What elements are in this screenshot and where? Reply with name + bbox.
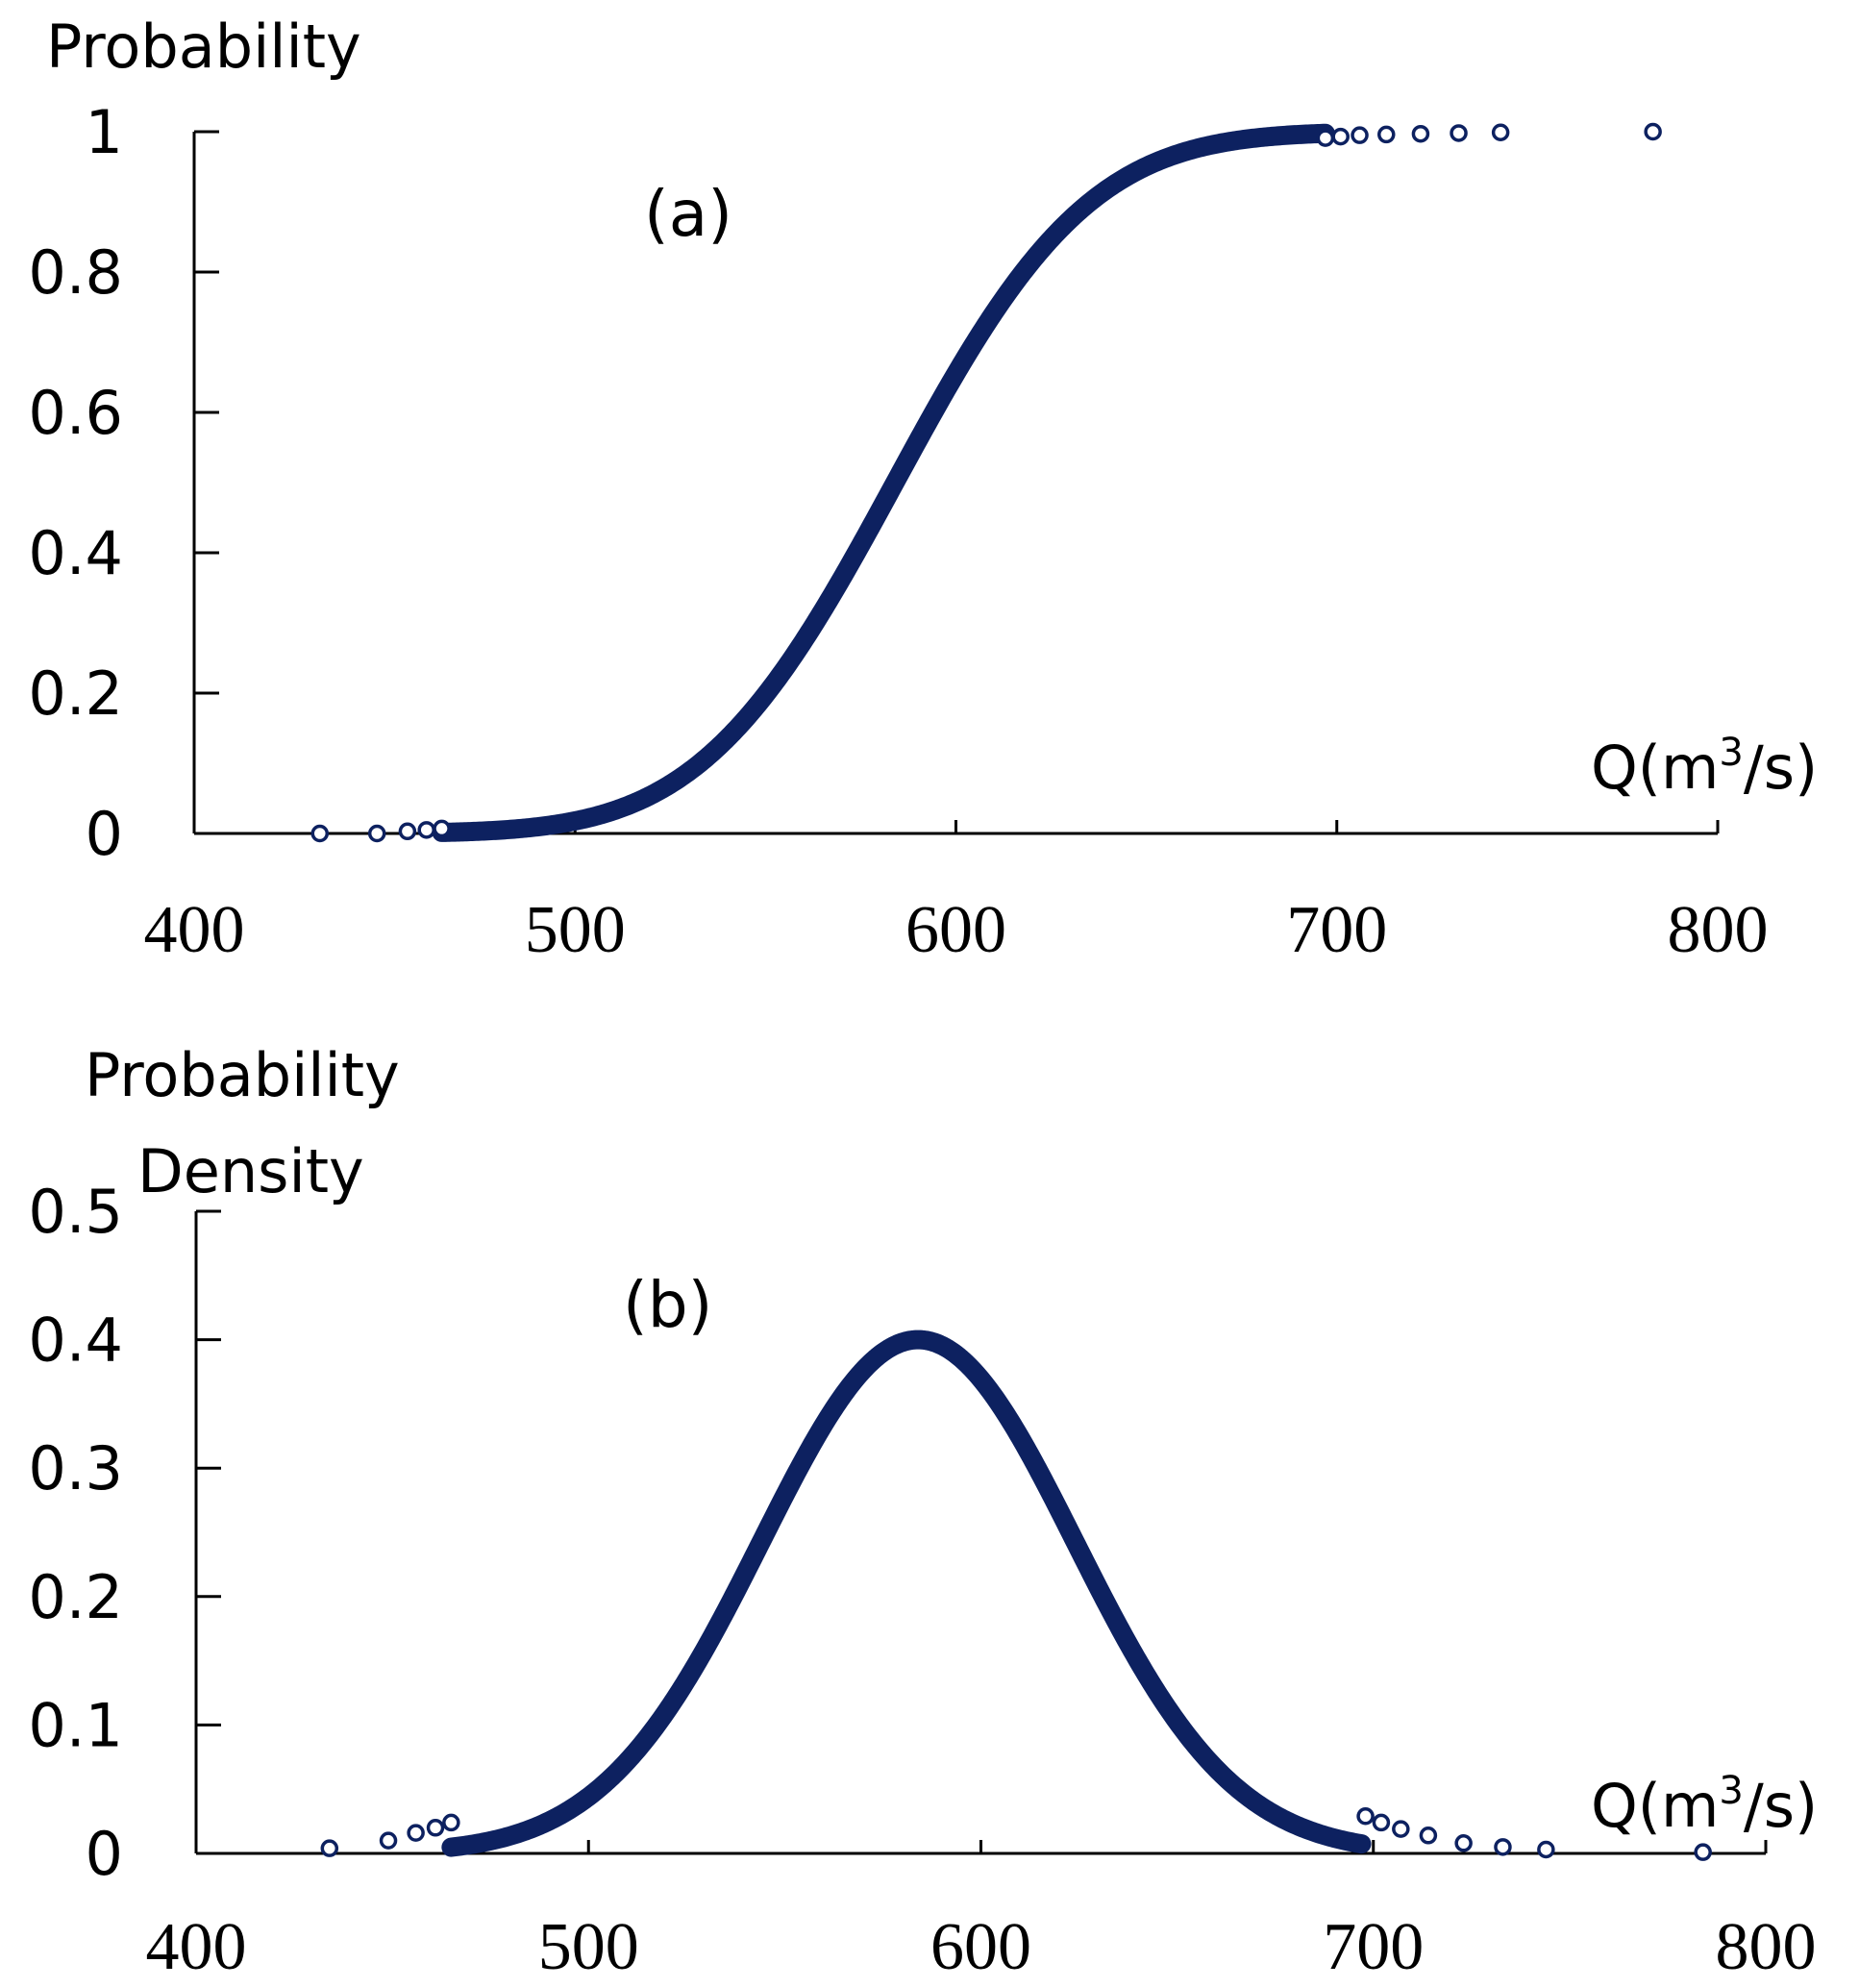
x-tick-label: 800 [1716,1910,1817,1984]
y-axis-label-line1: Probability [85,1040,400,1110]
sample-point [1694,1843,1712,1861]
sample-point [426,1819,445,1837]
y-tick-label: 0.2 [28,1562,123,1632]
sample-point [1372,1813,1391,1832]
y-axis-label: Probability [46,12,361,82]
x-tick-label: 500 [538,1910,639,1984]
dense-sample-curve [432,123,1335,842]
y-tick-label: 0.4 [28,518,123,588]
x-tick-label: 700 [1323,1910,1424,1984]
y-tick-label: 1 [86,97,123,167]
pdf-panel: Probability Density (b) Q(m3/s) 400 500 60… [28,1040,1818,1984]
y-tick-label: 0.8 [28,237,123,308]
panel-label: (b) [623,1268,712,1342]
sample-point [417,821,435,839]
y-tick-label: 0.3 [28,1433,123,1503]
y-tick-label: 0.1 [28,1690,123,1760]
panel-label: (a) [644,177,732,251]
sample-point [1644,122,1662,141]
cdf-panel: Probability (a) Q(m3/s) 400 500 600 700 800 0… [28,12,1818,967]
sample-point [1537,1840,1555,1859]
x-tick-label: 800 [1668,893,1769,967]
sample-point [367,824,386,843]
sample-point [379,1831,398,1850]
x-tick-label: 600 [930,1910,1031,1984]
y-tick-label: 0.2 [28,659,123,729]
sample-point [407,1824,425,1842]
y-tick-label: 0 [86,1819,123,1889]
sample-point [1491,123,1510,141]
sample-point [1351,126,1369,144]
x-axis-label: Q(m3/s) [1591,1769,1818,1841]
y-tick-label: 0 [86,799,123,869]
sample-point [320,1839,339,1857]
sample-point [1377,125,1396,144]
y-axis-label-line2: Density [137,1136,364,1206]
sample-point [1356,1807,1375,1826]
sample-point [310,824,330,843]
sample-point [398,822,417,841]
x-tick-label: 600 [905,893,1006,967]
sample-point [1454,1834,1473,1852]
x-tick-label: 400 [146,1910,247,1984]
x-axis-label: Q(m3/s) [1591,731,1818,803]
dense-sample-curve [441,1329,1372,1857]
sample-point [1494,1838,1512,1856]
sample-point [1316,129,1335,147]
x-tick-label: 700 [1286,893,1387,967]
x-tick-label: 400 [144,893,245,967]
x-tick-label: 500 [525,893,626,967]
sample-point [1419,1826,1438,1845]
y-tick-label: 0.6 [28,378,123,448]
sample-point [442,1813,460,1832]
y-tick-label: 0.4 [28,1305,123,1376]
sample-point [1411,124,1430,143]
y-tick-label: 0.5 [28,1177,123,1247]
sample-point [1331,127,1350,146]
sample-point [433,819,451,838]
sample-point [1450,124,1468,142]
sample-point [1392,1820,1410,1838]
